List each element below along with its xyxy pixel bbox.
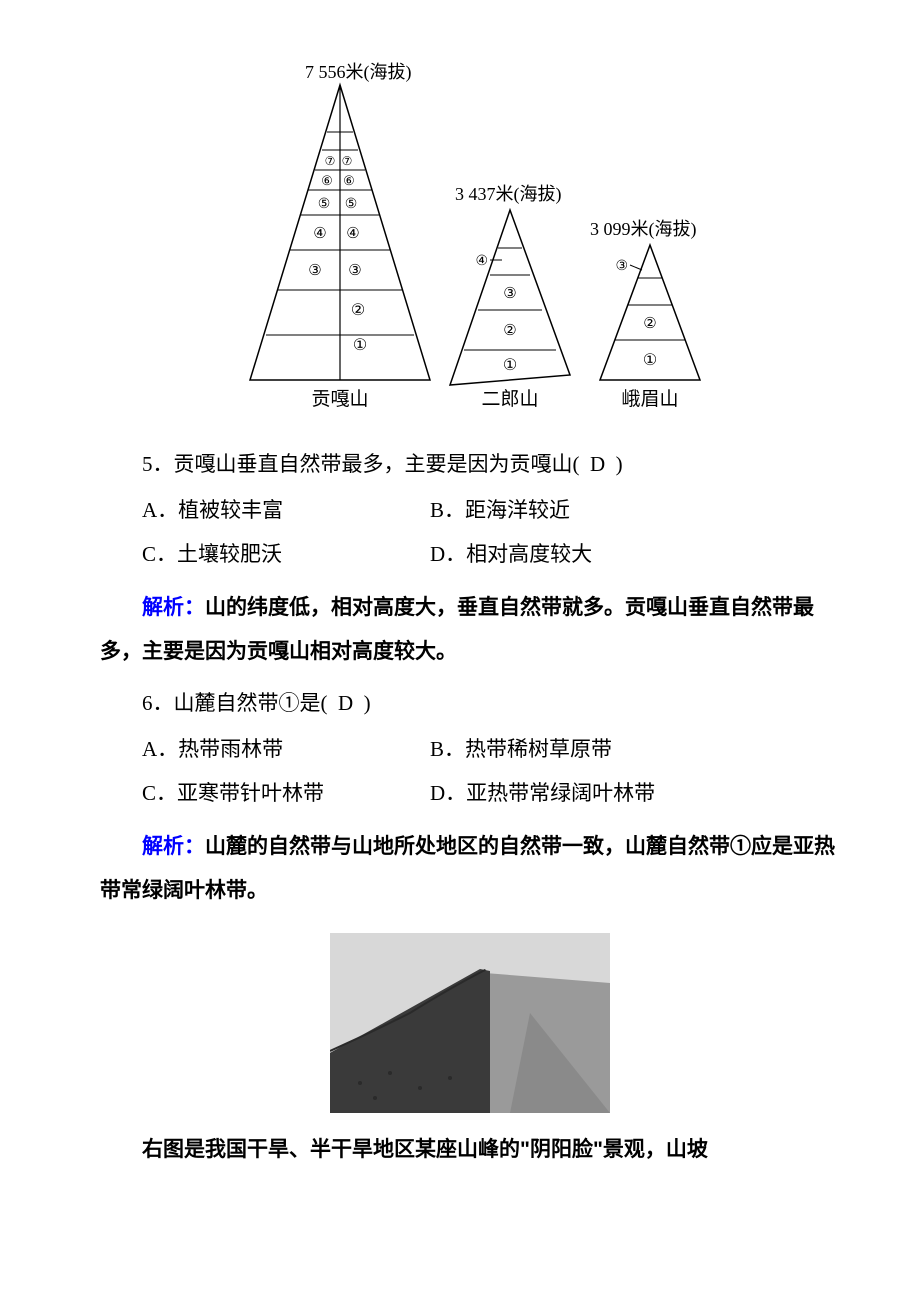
- svg-text:④: ④: [313, 226, 326, 242]
- q6-opt-b: B．热带稀树草原带: [430, 730, 840, 770]
- svg-text:⑤: ⑤: [345, 197, 358, 212]
- svg-text:①: ①: [353, 337, 367, 354]
- svg-text:④: ④: [346, 226, 359, 242]
- mountain-name-2: 二郎山: [481, 388, 538, 410]
- mountain-diagram: 7 556米(海拔) ① ② ③ ④ ⑤ ⑥: [100, 60, 840, 425]
- q5-options-row2: C．土壤较肥沃 D．相对高度较大: [100, 535, 840, 575]
- mountain-emei: 3 099米(海拔) ① ② ③ 峨眉山: [590, 219, 700, 410]
- mountain-erlang: 3 437米(海拔) ① ② ③ ④ 二郎山: [450, 184, 570, 410]
- q5-options-row1: A．植被较丰富 B．距海洋较近: [100, 491, 840, 531]
- svg-text:③: ③: [308, 263, 321, 279]
- svg-text:②: ②: [351, 302, 365, 319]
- svg-text:②: ②: [503, 323, 516, 339]
- svg-text:⑦: ⑦: [325, 154, 336, 168]
- q5-opt-a: A．植被较丰富: [100, 491, 430, 531]
- q6-options-row1: A．热带雨林带 B．热带稀树草原带: [100, 730, 840, 770]
- q6-opt-c: C．亚寒带针叶林带: [100, 774, 430, 814]
- elevation-label-3: 3 099米(海拔): [590, 219, 697, 240]
- svg-text:③: ③: [348, 263, 361, 279]
- svg-text:⑥: ⑥: [343, 173, 355, 188]
- svg-text:①: ①: [503, 357, 517, 374]
- mountain-name-1: 贡嘎山: [311, 388, 368, 410]
- svg-text:⑥: ⑥: [321, 173, 333, 188]
- svg-text:①: ①: [643, 352, 657, 369]
- next-intro: 右图是我国干旱、半干旱地区某座山峰的"阴阳脸"景观，山坡: [100, 1128, 840, 1172]
- q6-opt-d: D．亚热带常绿阔叶林带: [430, 774, 840, 814]
- q5-opt-b: B．距海洋较近: [430, 491, 840, 531]
- mountain-name-3: 峨眉山: [621, 388, 678, 410]
- svg-text:⑤: ⑤: [318, 197, 331, 212]
- q5-analysis: 解析：山的纬度低，相对高度大，垂直自然带就多。贡嘎山垂直自然带最多，主要是因为贡…: [100, 585, 840, 674]
- elevation-label-2: 3 437米(海拔): [455, 184, 562, 205]
- svg-text:③: ③: [503, 286, 516, 302]
- svg-text:③: ③: [615, 259, 628, 274]
- svg-text:②: ②: [643, 316, 656, 332]
- q6-stem: 6．山麓自然带①是( D ): [100, 684, 840, 724]
- elevation-label-1: 7 556米(海拔): [305, 62, 412, 83]
- q6-opt-a: A．热带雨林带: [100, 730, 430, 770]
- q5-stem: 5．贡嘎山垂直自然带最多，主要是因为贡嘎山( D ): [100, 445, 840, 485]
- svg-text:⑦: ⑦: [342, 154, 353, 168]
- mountain-gongga: 7 556米(海拔) ① ② ③ ④ ⑤ ⑥: [250, 62, 430, 410]
- q6-options-row2: C．亚寒带针叶林带 D．亚热带常绿阔叶林带: [100, 774, 840, 814]
- svg-text:④: ④: [475, 254, 488, 269]
- q5-opt-d: D．相对高度较大: [430, 535, 840, 575]
- q6-analysis: 解析：山麓的自然带与山地所处地区的自然带一致，山麓自然带①应是亚热带常绿阔叶林带…: [100, 824, 840, 913]
- q5-opt-c: C．土壤较肥沃: [100, 535, 430, 575]
- mountain-photo: [100, 933, 840, 1118]
